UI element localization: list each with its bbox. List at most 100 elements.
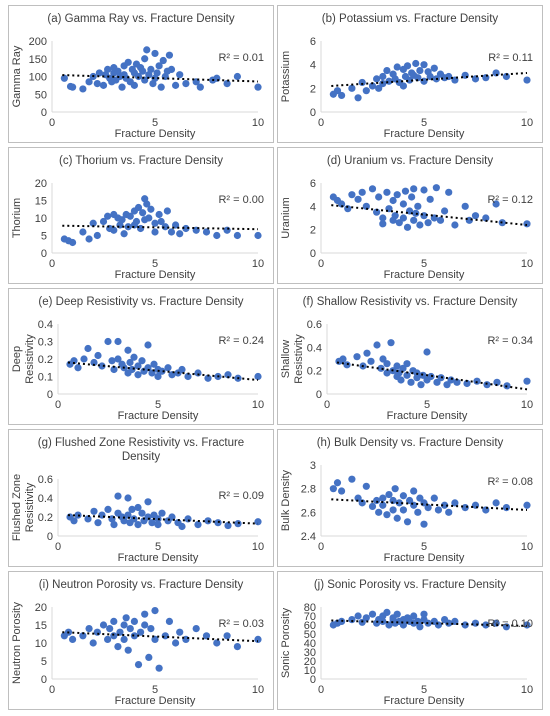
y-tick-label: 10: [35, 213, 47, 225]
trendline: [336, 361, 528, 391]
data-point: [184, 372, 192, 381]
data-point: [399, 621, 407, 629]
data-point: [379, 72, 387, 81]
data-point: [114, 643, 122, 651]
r-squared-label: R² = 0.00: [218, 194, 264, 206]
data-point: [79, 228, 87, 236]
data-point: [414, 74, 422, 82]
data-point: [85, 235, 93, 243]
data-point: [161, 632, 169, 640]
x-tick-label: 5: [421, 541, 427, 553]
data-point: [134, 371, 142, 379]
data-point: [159, 56, 167, 65]
x-tick-label: 0: [55, 541, 61, 553]
x-tick-label: 10: [252, 684, 264, 696]
data-point: [176, 628, 184, 636]
data-point: [441, 501, 449, 509]
y-tick-label: 0.4: [38, 319, 53, 331]
data-point: [202, 228, 211, 236]
data-point: [333, 87, 342, 95]
data-point: [147, 65, 155, 73]
y-axis-label: Thorium: [11, 198, 23, 238]
data-point: [213, 231, 221, 240]
data-point: [134, 203, 143, 212]
data-point: [99, 81, 108, 89]
data-point: [124, 646, 132, 654]
chart-title: (i) Neutron Porosity vs. Fracture Densit…: [39, 579, 244, 591]
data-point: [93, 231, 101, 240]
data-point: [202, 632, 211, 640]
y-tick-label: 6: [310, 36, 316, 48]
data-point: [391, 212, 399, 220]
data-point: [126, 625, 134, 633]
data-point: [148, 519, 156, 527]
data-point: [99, 621, 108, 629]
x-axis-label: Fracture Density: [115, 695, 196, 707]
data-point: [410, 216, 418, 224]
y-tick-label: 2: [310, 225, 316, 237]
x-tick-label: 0: [49, 117, 55, 129]
data-point: [375, 508, 383, 516]
data-point: [136, 224, 145, 233]
data-point: [84, 515, 92, 523]
data-point: [143, 200, 151, 208]
data-point: [414, 617, 422, 626]
data-point: [141, 621, 149, 629]
y-tick-label: 6: [310, 178, 316, 190]
x-tick-label: 0: [49, 258, 55, 270]
y-tick-label: 0: [310, 107, 316, 119]
data-point: [104, 212, 112, 220]
chart-panel-9: (i) Neutron Porosity vs. Fracture Densit…: [8, 571, 274, 710]
x-tick-label: 10: [252, 258, 264, 270]
data-point: [362, 614, 370, 622]
data-point: [393, 362, 401, 370]
data-point: [354, 612, 362, 620]
y-axis-label: Sonic Porosity: [280, 607, 292, 678]
data-point: [410, 185, 418, 193]
data-point: [410, 612, 418, 620]
y-tick-label: 0: [41, 674, 47, 686]
data-point: [110, 632, 118, 640]
data-point: [403, 223, 412, 231]
chart-title: (e) Deep Resistivity vs. Fracture Densit…: [38, 296, 243, 308]
chart-title: (j) Sonic Porosity vs. Fracture Density: [314, 579, 507, 591]
data-point: [130, 632, 138, 640]
y-tick-label: 2.6: [301, 507, 316, 519]
data-point: [416, 221, 424, 229]
data-point: [399, 506, 407, 514]
r-squared-label: R² = 0.10: [487, 618, 533, 630]
data-point: [416, 66, 424, 75]
y-tick-label: 0: [310, 248, 316, 260]
data-point: [157, 83, 165, 91]
data-point: [426, 195, 434, 203]
data-point: [124, 58, 132, 66]
y-tick-label: 20: [304, 656, 316, 668]
y-tick-label: 0.3: [38, 337, 53, 349]
data-point: [399, 492, 407, 500]
chart-panel-3: (c) Thorium vs. Fracture Density 0 5 10 15 20…: [8, 147, 274, 284]
data-point: [168, 513, 176, 521]
r-squared-label: R² = 0.09: [218, 490, 264, 502]
data-point: [172, 81, 180, 89]
data-point: [144, 498, 152, 506]
x-axis-label: Fracture Density: [118, 552, 199, 564]
data-point: [128, 505, 136, 513]
data-point: [379, 214, 387, 222]
data-point: [420, 520, 428, 528]
y-tick-label: 0.4: [38, 493, 53, 505]
x-tick-label: 5: [155, 541, 161, 553]
data-point: [254, 83, 262, 91]
data-point: [434, 506, 443, 514]
data-point: [417, 381, 425, 389]
data-point: [348, 191, 356, 199]
data-point: [134, 72, 143, 81]
data-point: [74, 511, 82, 519]
chart-panel-6: (f) Shallow Resistivity vs. Fracture Den…: [277, 288, 543, 425]
data-point: [379, 494, 387, 502]
y-tick-label: 0.1: [38, 372, 53, 384]
data-point: [399, 364, 407, 372]
y-axis-label: Bulk Density: [280, 469, 292, 531]
data-point: [94, 519, 102, 527]
data-point: [70, 517, 78, 525]
data-point: [141, 610, 149, 618]
